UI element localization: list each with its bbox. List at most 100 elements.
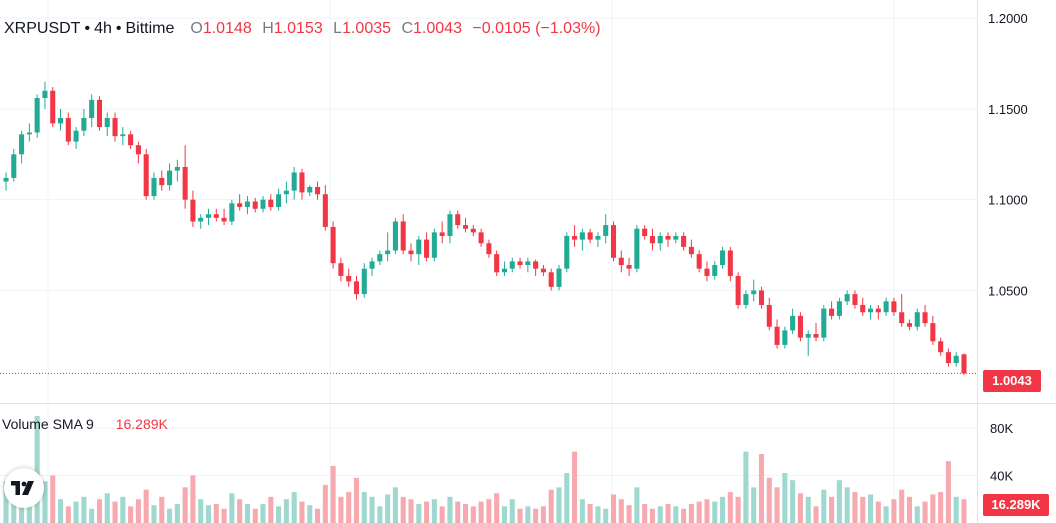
volume-tick-label: 40K — [990, 468, 1013, 483]
candle-body — [595, 235, 601, 240]
candle-body — [953, 355, 959, 364]
volume-bar — [276, 506, 282, 523]
volume-axis[interactable]: 80K 40K — [990, 421, 1013, 484]
volume-bar — [128, 506, 134, 523]
volume-bar — [135, 499, 141, 523]
candle-body — [704, 268, 710, 276]
volume-bar — [501, 506, 508, 523]
volume-bar — [89, 508, 95, 523]
candle-body — [470, 228, 476, 233]
candle-body — [455, 214, 461, 226]
volume-bar — [758, 454, 765, 523]
volume-bar — [587, 503, 593, 523]
candle-body — [447, 214, 453, 236]
candle-body — [533, 261, 539, 269]
candle-body — [556, 268, 562, 287]
volume-bar — [237, 499, 243, 523]
volume-bar — [696, 501, 702, 523]
volume-bar — [868, 494, 874, 523]
volume-bar — [813, 506, 819, 523]
candle-body — [821, 308, 827, 338]
volume-bar — [400, 496, 406, 523]
volume-bar — [610, 494, 617, 523]
candle-body — [128, 134, 134, 146]
volume-bar — [151, 505, 157, 523]
candle-body — [797, 315, 803, 338]
candle-body — [73, 130, 79, 142]
candle-body — [42, 90, 48, 99]
volume-bar — [930, 494, 936, 523]
volume-bar — [369, 496, 375, 523]
legend-separator: • — [115, 20, 122, 37]
volume-bar — [408, 499, 414, 523]
volume-bar — [603, 508, 609, 523]
candle-body — [930, 323, 936, 342]
volume-tick-label: 80K — [990, 421, 1013, 436]
volume-bar — [198, 499, 204, 523]
close-label: C — [401, 20, 414, 37]
volume-bar — [688, 503, 694, 523]
candle-body — [135, 145, 141, 155]
candle-body — [509, 261, 515, 269]
volume-bar — [431, 499, 437, 523]
volume-legend[interactable]: Volume SMA 9 16.289K — [2, 416, 168, 432]
volume-bar — [836, 480, 842, 523]
candle-body — [50, 90, 56, 124]
volume-bar — [447, 496, 453, 523]
candlestick-series — [3, 81, 967, 375]
candle-body — [634, 228, 640, 269]
volume-bar — [673, 506, 679, 523]
volume-bar — [143, 489, 149, 523]
interval-label[interactable]: 4h — [94, 20, 112, 37]
candle-body — [751, 290, 757, 295]
price-tick-label: 1.2000 — [988, 11, 1028, 26]
candle-body — [572, 235, 578, 240]
volume-bar — [883, 506, 889, 523]
candle-body — [385, 250, 391, 255]
volume-bar — [159, 496, 165, 523]
volume-bar — [486, 499, 492, 523]
volume-bar — [190, 475, 196, 523]
volume-bar — [860, 496, 866, 523]
candle-body — [478, 232, 484, 244]
volume-bar — [556, 487, 562, 523]
last-price-tag: 1.0043 — [983, 370, 1041, 392]
candle-body — [198, 217, 204, 222]
candle-body — [673, 235, 679, 240]
volume-bar — [494, 493, 500, 523]
volume-bar — [330, 465, 336, 523]
tradingview-logo-icon[interactable] — [4, 468, 44, 508]
candle-body — [782, 330, 788, 345]
candle-body — [81, 117, 87, 131]
candle-body — [610, 225, 617, 258]
volume-bar — [805, 496, 811, 523]
candle-body — [174, 167, 180, 171]
candle-body — [642, 228, 648, 236]
candle-body — [244, 201, 250, 207]
volume-bar — [564, 473, 570, 523]
candle-body — [190, 199, 196, 222]
candle-body — [330, 226, 336, 264]
volume-bar — [416, 503, 422, 523]
candle-body — [805, 334, 811, 338]
volume-bar — [649, 508, 655, 523]
volume-bar — [322, 484, 328, 523]
volume-bar — [681, 508, 687, 523]
candle-body — [766, 304, 772, 327]
volume-bar — [299, 501, 305, 523]
symbol-name[interactable]: XRPUSDT — [4, 20, 81, 37]
volume-bar — [525, 506, 531, 523]
volume-bar — [455, 501, 461, 523]
candle-body — [205, 214, 212, 218]
candle-body — [151, 177, 157, 197]
candle-body — [883, 301, 889, 313]
volume-bar — [743, 451, 749, 523]
candle-body — [268, 199, 274, 207]
volume-bar — [852, 492, 858, 523]
price-axis[interactable]: 1.2000 1.1500 1.1000 1.0500 — [988, 11, 1028, 298]
volume-bar — [720, 496, 726, 523]
volume-bar — [315, 508, 321, 523]
candle-body — [252, 201, 258, 209]
candle-body — [587, 232, 593, 240]
